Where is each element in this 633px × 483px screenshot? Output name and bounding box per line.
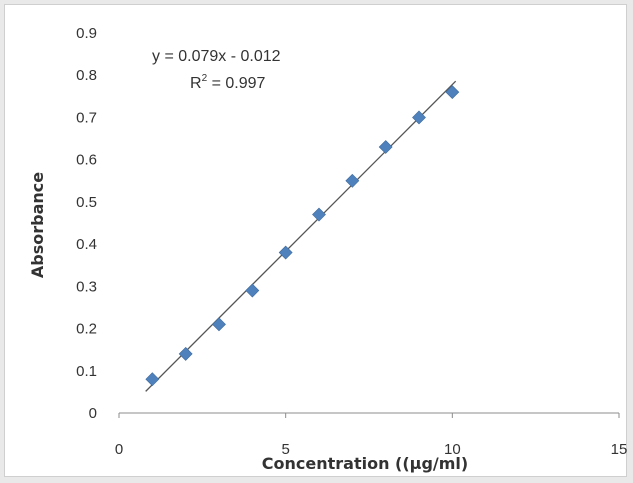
data-point-diamond [445,85,460,100]
r-squared-label: R2 = 0.997 [190,73,266,92]
data-point-diamond [345,173,360,188]
x-tick-label: 5 [281,441,289,458]
r-squared-prefix: R [190,75,202,92]
trendline-equation: y = 0.079x - 0.012 [152,48,281,65]
y-tick-label: 0.8 [76,67,97,84]
x-axis-ticks: 0 5 10 15 [115,413,628,458]
y-tick-label: 0.7 [76,109,97,126]
chart-frame [4,4,627,477]
y-tick-label: 0 [89,405,97,422]
data-point-diamond [312,207,326,222]
x-axis-title: Concentration ((µg/ml) [262,454,468,473]
data-point-diamond [412,110,426,125]
y-tick-label: 0.6 [76,152,97,169]
y-axis-ticks: 0 0.1 0.2 0.3 0.4 0.5 0.6 0.7 0.8 0.9 [76,25,97,422]
r-squared-superscript: 2 [202,73,208,84]
x-tick-label: 10 [444,441,461,458]
x-tick-label: 0 [115,441,123,458]
y-tick-label: 0.2 [76,321,97,338]
data-point-diamond [212,317,226,332]
data-point-diamond [145,372,160,387]
data-point-diamond [378,140,393,154]
y-tick-label: 0.5 [76,194,97,211]
data-point-diamond [278,245,293,260]
y-tick-label: 0.1 [76,363,97,380]
data-points [145,85,460,387]
x-tick-label: 15 [611,441,628,458]
y-tick-label: 0.9 [76,25,97,42]
y-tick-label: 0.3 [76,278,97,295]
data-point-diamond [178,346,193,361]
y-tick-label: 0.4 [76,236,97,253]
trendline [145,80,457,392]
y-axis-title: Absorbance [28,172,47,278]
r-squared-value: = 0.997 [207,75,265,92]
data-point-diamond [245,283,260,298]
